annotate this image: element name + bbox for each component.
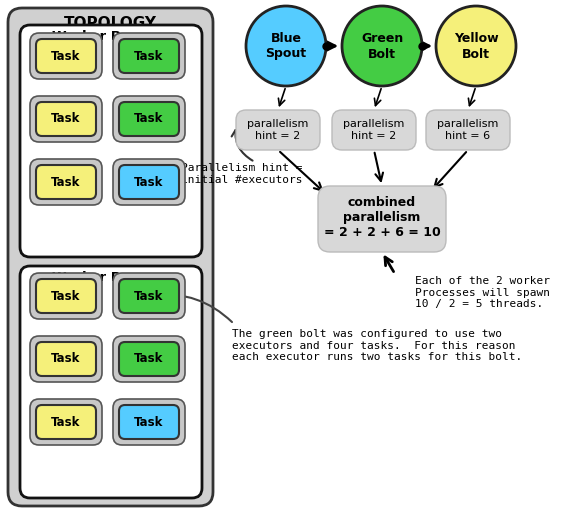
FancyBboxPatch shape [318,186,446,252]
FancyBboxPatch shape [113,399,185,445]
FancyBboxPatch shape [36,342,96,376]
FancyBboxPatch shape [332,110,416,150]
FancyBboxPatch shape [30,33,102,79]
FancyBboxPatch shape [30,399,102,445]
FancyBboxPatch shape [36,279,96,313]
FancyBboxPatch shape [36,39,96,73]
FancyBboxPatch shape [119,39,179,73]
FancyBboxPatch shape [113,33,185,79]
FancyBboxPatch shape [119,165,179,199]
Text: The green bolt was configured to use two
executors and four tasks.  For this rea: The green bolt was configured to use two… [232,329,522,362]
Text: Task: Task [51,415,81,429]
FancyBboxPatch shape [30,159,102,205]
FancyBboxPatch shape [36,102,96,136]
FancyBboxPatch shape [113,96,185,142]
Text: Blue
Spout: Blue Spout [266,31,307,61]
Text: Task: Task [51,353,81,365]
FancyBboxPatch shape [236,110,320,150]
Text: TOPOLOGY: TOPOLOGY [63,16,157,31]
Text: Yellow
Bolt: Yellow Bolt [454,31,498,61]
FancyBboxPatch shape [113,159,185,205]
Text: Task: Task [51,289,81,303]
FancyBboxPatch shape [30,96,102,142]
Text: Worker Process: Worker Process [53,271,170,284]
Text: = 2 + 2 + 6 = 10: = 2 + 2 + 6 = 10 [324,227,440,240]
FancyBboxPatch shape [36,165,96,199]
FancyBboxPatch shape [119,279,179,313]
FancyBboxPatch shape [113,336,185,382]
Text: combined: combined [348,196,416,210]
FancyBboxPatch shape [119,342,179,376]
Text: parallelism: parallelism [344,211,421,224]
FancyBboxPatch shape [30,273,102,319]
Text: parallelism
hint = 2: parallelism hint = 2 [247,119,308,141]
Text: Task: Task [134,113,164,125]
FancyBboxPatch shape [36,405,96,439]
Text: Task: Task [134,175,164,189]
Text: Task: Task [134,49,164,63]
Text: Task: Task [134,353,164,365]
Circle shape [342,6,422,86]
Text: Worker Process: Worker Process [53,30,170,43]
FancyBboxPatch shape [119,102,179,136]
FancyBboxPatch shape [20,25,202,257]
Circle shape [246,6,326,86]
Text: Task: Task [134,289,164,303]
Text: Parallelism hint =
initial #executors: Parallelism hint = initial #executors [181,163,303,185]
FancyBboxPatch shape [426,110,510,150]
FancyBboxPatch shape [113,273,185,319]
Text: parallelism
hint = 2: parallelism hint = 2 [344,119,405,141]
FancyBboxPatch shape [8,8,213,506]
Text: Green
Bolt: Green Bolt [361,31,403,61]
FancyBboxPatch shape [30,336,102,382]
Text: Task: Task [134,415,164,429]
FancyBboxPatch shape [119,405,179,439]
Text: Each of the 2 worker
Processes will spawn
10 / 2 = 5 threads.: Each of the 2 worker Processes will spaw… [415,276,550,309]
Text: Task: Task [51,49,81,63]
FancyBboxPatch shape [20,266,202,498]
Circle shape [436,6,516,86]
Text: Task: Task [51,113,81,125]
Text: Task: Task [51,175,81,189]
Text: parallelism
hint = 6: parallelism hint = 6 [437,119,499,141]
